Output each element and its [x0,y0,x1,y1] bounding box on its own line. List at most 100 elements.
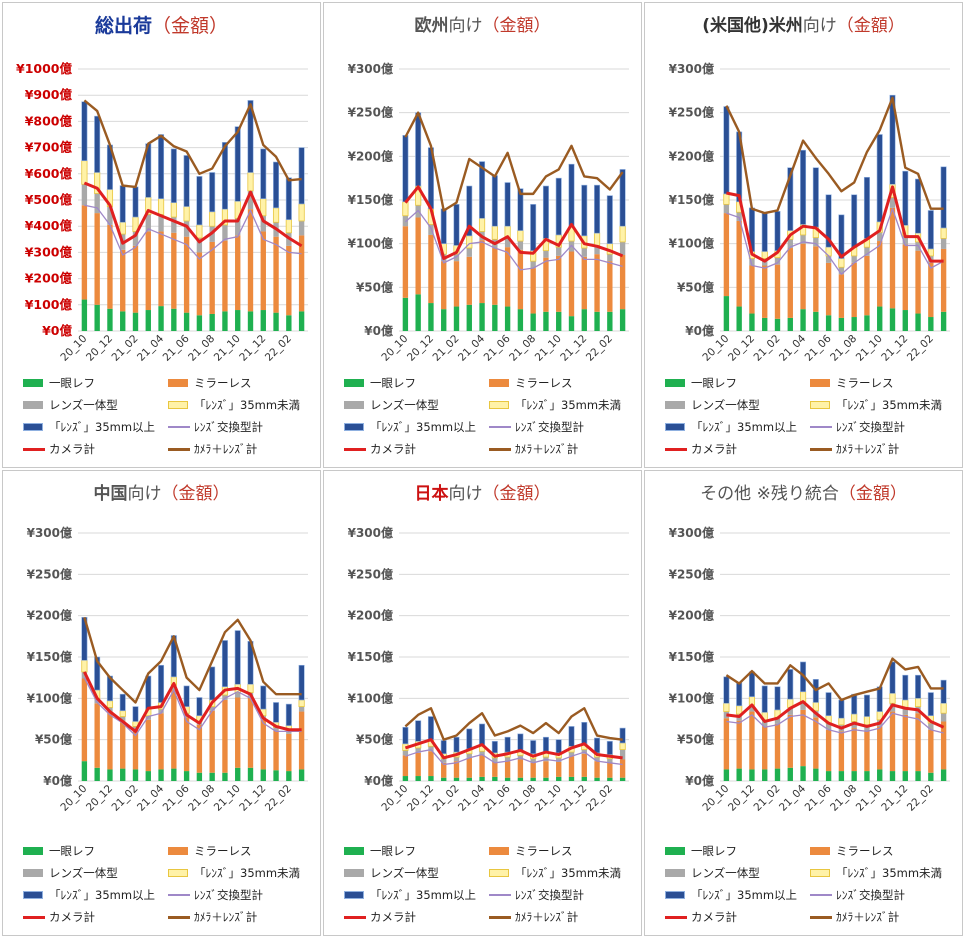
bar-segment [530,740,537,755]
bar-segment [196,176,203,226]
y-tick-label: ¥100億 [669,236,714,251]
bar-segment [774,768,781,781]
legend-label: 「ﾚﾝｽﾞ」35mm以上 [49,420,156,434]
bar-segment [812,167,819,228]
legend-swatch [168,426,190,428]
x-tick-label: 21_06 [803,332,834,363]
chart-title-part: 向け [127,484,162,504]
x-tick-label: 21_04 [777,782,808,813]
bar-segment [927,210,934,250]
bar-segment [940,721,947,770]
bar-segment [145,719,151,772]
bar-segment [415,747,421,753]
bar-segment [286,730,292,734]
x-tick-label: 21_10 [533,783,564,814]
bar-segment [800,766,806,781]
bar-segment [81,299,88,331]
bar-segment [107,206,113,225]
bar-segment [556,247,562,256]
bar-segment [286,315,292,331]
bar-segment [453,761,460,778]
bar-segment [286,245,292,316]
legend-swatch [489,916,511,919]
bar-segment [273,770,279,781]
bar-segment [298,699,305,707]
bar-segment [838,214,845,259]
legend-label: ｶﾒﾗ＋ﾚﾝｽﾞ計 [194,910,258,924]
bar-segment [940,248,947,312]
bar-segment [402,726,409,745]
bar-segment [209,772,215,781]
legend-swatch [344,423,364,431]
x-tick-label: 21_06 [482,332,513,363]
bar-segment [555,739,562,754]
y-tick-label: ¥250億 [669,105,714,120]
bar-segment [530,268,536,314]
bar-segment [838,274,845,318]
bar-segment [183,312,190,331]
bar-segment [543,250,549,258]
chart-title: その他 ※残り統合（金額） [645,479,962,504]
bar-segment [415,294,421,331]
series-line [726,185,944,263]
bar-segment [402,776,409,781]
bar-segment [864,724,870,732]
legend-swatch [665,448,687,451]
legend-label: レンズ一体型 [691,866,760,880]
chart-svg: ¥0億 ¥100億 ¥200億 ¥300億 ¥400億 ¥500億 ¥600億 ¥700億 ¥8… [16,61,308,364]
bar-segment [235,218,241,236]
bar-segment [94,703,100,768]
x-tick-label: 20_12 [726,333,757,364]
x-tick-label: 21_12 [879,333,910,364]
x-tick-label: 21_02 [752,783,783,814]
bar-segment [479,776,485,781]
bar-segment [235,767,241,781]
bar-segment [145,214,151,232]
bar-segment [81,184,88,206]
bar-segment [479,303,485,331]
bar-segment [543,777,549,781]
bar-segment [119,221,126,235]
legend-label: ﾚﾝｽﾞ交換型計 [515,420,584,434]
legend: 一眼レフ ミラーレス レンズ一体型 「ﾚﾝｽﾞ」35mm未満 「ﾚﾝｽﾞ」35mm以上 ﾚ… [665,375,965,461]
bar-segment [222,224,228,241]
bar-segment [838,267,845,275]
bar-segment [619,727,626,744]
bar-segment [619,255,626,310]
legend-swatch [168,401,188,409]
bar-segment [876,134,883,223]
bar-segment [132,245,139,313]
y-tick-label: ¥250億 [348,566,393,581]
bar-segment [492,248,498,305]
legend-label: ｶﾒﾗ＋ﾚﾝｽﾞ計 [515,910,579,924]
series-line [404,738,623,760]
bar-segment [428,746,434,752]
bar-segment [762,317,768,331]
bar-segment [209,706,215,711]
bar-segment [170,148,177,203]
bar-segment [876,686,883,712]
bar-segment [863,716,871,726]
legend-swatch [665,379,685,387]
bar-segment [479,240,485,304]
bar-segment [81,160,88,185]
bar-segment [428,234,434,304]
x-tick-label: 21_02 [110,783,141,814]
series-line [404,707,623,741]
bar-segment [466,728,473,750]
bar-segment [298,235,305,312]
bar-segment [940,166,947,229]
bar-segment [183,220,190,237]
legend-swatch [810,869,830,877]
legend-label: カメラ計 [370,442,416,456]
bar-segment [158,231,164,307]
bar-segment [298,147,305,205]
bar-segment [530,758,536,763]
y-tick-label: ¥50億 [677,279,714,294]
bar-segment [260,769,266,781]
y-tick-label: ¥700億 [25,140,73,155]
bar-segment [762,769,768,781]
bar-segment [619,749,626,760]
legend-label: ｶﾒﾗ＋ﾚﾝｽﾞ計 [836,910,900,924]
bar-segment [132,729,139,770]
